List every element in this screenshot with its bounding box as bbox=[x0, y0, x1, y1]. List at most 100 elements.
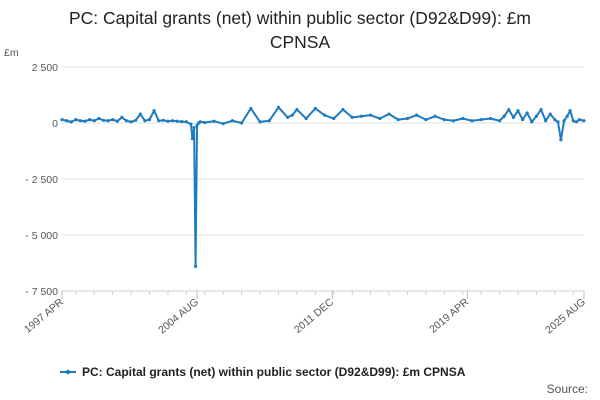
series-group bbox=[60, 105, 586, 268]
data-point bbox=[203, 120, 207, 125]
data-point bbox=[276, 105, 281, 109]
legend-label: PC: Capital grants (net) within public s… bbox=[82, 365, 466, 379]
x-tick-label: 1997 APR bbox=[22, 296, 66, 336]
data-point bbox=[332, 116, 336, 121]
data-point bbox=[267, 119, 271, 123]
chart-title-line-2: CPNSA bbox=[269, 32, 331, 52]
data-point bbox=[387, 112, 391, 116]
data-point bbox=[451, 119, 456, 123]
data-point bbox=[83, 119, 87, 123]
data-point bbox=[539, 107, 543, 112]
data-point bbox=[562, 119, 566, 123]
data-point bbox=[212, 119, 216, 123]
legend: PC: Capital grants (net) within public s… bbox=[60, 365, 466, 379]
data-point bbox=[295, 107, 299, 112]
data-point bbox=[249, 106, 253, 111]
data-point bbox=[92, 119, 96, 123]
y-axis-ticks: 2 500 0 - 2 500 - 5 000 - 7 500 bbox=[25, 62, 58, 298]
data-point bbox=[396, 118, 400, 122]
data-point bbox=[313, 106, 317, 111]
data-point bbox=[147, 118, 152, 122]
data-point bbox=[175, 119, 179, 123]
data-point bbox=[240, 121, 244, 125]
data-point bbox=[350, 115, 354, 119]
data-point bbox=[544, 119, 548, 123]
data-point bbox=[433, 114, 437, 118]
data-point bbox=[143, 119, 147, 123]
data-point bbox=[520, 118, 525, 122]
data-point bbox=[359, 114, 363, 118]
data-point bbox=[152, 109, 156, 113]
data-point bbox=[111, 118, 115, 122]
data-point bbox=[470, 119, 474, 123]
data-point bbox=[124, 119, 129, 123]
data-point bbox=[221, 122, 225, 126]
legend-marker bbox=[65, 369, 71, 375]
x-tick-label: 2011 DEC bbox=[292, 296, 337, 336]
data-point bbox=[502, 114, 506, 118]
data-point bbox=[106, 119, 110, 123]
data-point bbox=[161, 118, 165, 122]
data-point bbox=[548, 112, 552, 116]
data-point bbox=[559, 138, 563, 142]
data-point bbox=[120, 115, 124, 119]
data-point bbox=[290, 113, 294, 117]
data-point bbox=[74, 118, 78, 122]
data-point bbox=[192, 125, 196, 130]
y-axis-label: £m bbox=[4, 47, 19, 59]
chart-title: PC: Capital grants (net) within public s… bbox=[0, 6, 600, 54]
data-point bbox=[369, 113, 373, 117]
data-point bbox=[69, 120, 73, 124]
data-point bbox=[304, 116, 308, 121]
data-point bbox=[582, 119, 586, 123]
data-point bbox=[170, 119, 175, 123]
data-point bbox=[568, 109, 572, 113]
data-point bbox=[516, 109, 520, 113]
data-point bbox=[565, 114, 569, 118]
data-point bbox=[341, 107, 345, 112]
y-tick-label: - 5 000 bbox=[25, 230, 58, 242]
data-point bbox=[286, 115, 290, 119]
data-point bbox=[577, 118, 581, 122]
data-point bbox=[424, 118, 428, 122]
gridlines bbox=[62, 66, 584, 292]
data-point bbox=[65, 119, 69, 123]
y-tick-label: 0 bbox=[52, 118, 58, 130]
data-point bbox=[60, 118, 64, 122]
data-point bbox=[190, 137, 195, 141]
data-point bbox=[571, 119, 575, 123]
data-point bbox=[534, 114, 539, 118]
data-point bbox=[507, 107, 511, 112]
data-point bbox=[258, 120, 262, 124]
data-point bbox=[230, 119, 235, 123]
data-point bbox=[442, 118, 446, 122]
data-point bbox=[378, 116, 382, 121]
data-point bbox=[322, 113, 327, 117]
y-tick-label: - 7 500 bbox=[25, 286, 58, 298]
data-point bbox=[189, 122, 193, 126]
x-tick-label: 2019 APR bbox=[427, 296, 471, 336]
data-point bbox=[78, 119, 83, 123]
x-axis: 1997 APR 2004 AUG 2011 DEC 2019 APR 2025 AUG bbox=[22, 290, 588, 336]
data-point bbox=[488, 116, 492, 121]
data-point bbox=[166, 119, 170, 123]
data-point bbox=[193, 264, 198, 268]
data-point bbox=[415, 113, 419, 117]
source-label: Source: bbox=[546, 382, 588, 396]
data-point bbox=[525, 111, 529, 115]
data-point bbox=[88, 118, 92, 122]
data-point bbox=[157, 119, 161, 123]
data-point bbox=[511, 115, 515, 119]
x-tick-label: 2025 AUG bbox=[543, 296, 588, 336]
series-line bbox=[61, 106, 585, 268]
data-point bbox=[129, 120, 133, 124]
chart-title-line-1: PC: Capital grants (net) within public s… bbox=[69, 8, 531, 28]
data-point bbox=[574, 120, 578, 124]
data-point bbox=[479, 118, 483, 122]
data-point bbox=[134, 118, 138, 122]
data-point bbox=[530, 120, 534, 124]
data-point bbox=[180, 120, 184, 124]
data-point bbox=[115, 119, 119, 123]
data-point bbox=[101, 118, 106, 122]
